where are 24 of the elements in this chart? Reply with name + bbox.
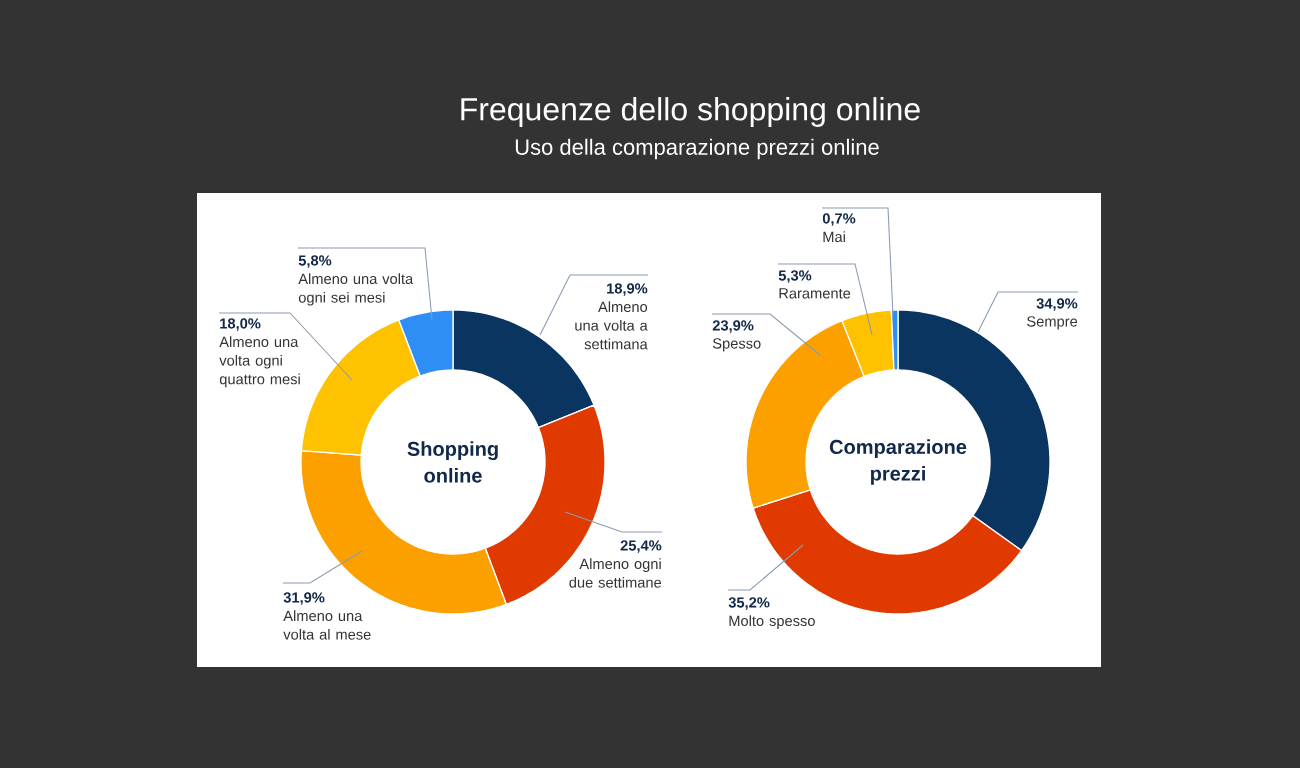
data-label: 18,9% (607, 283, 648, 296)
text: Shopping online (407, 441, 498, 483)
chart-title: Frequenze dello shopping online (461, 97, 920, 127)
data-label: 5,8% (298, 255, 332, 268)
slice-label: Almeno una volta a settimana (575, 301, 648, 350)
data-label: 31,9% (283, 592, 325, 605)
data-label: 23,9% (712, 320, 754, 333)
slice-label: Almeno una volta ogni sei mesi (298, 273, 414, 306)
slice-label: Almeno una volta ogni quattro mesi (219, 336, 300, 388)
slice-label: Mai (823, 231, 845, 243)
data-label: 0,7% (822, 213, 856, 226)
data-label: 34,9% (1036, 298, 1078, 311)
data-label: 25,4% (620, 540, 662, 553)
slice-label: Molto spesso (729, 615, 815, 629)
data-label: 18,0% (220, 318, 261, 331)
data-label: 35,2% (728, 597, 770, 610)
slice-label: Sempre (1027, 316, 1078, 330)
slice-label: Raramente (779, 288, 851, 299)
slice-label: Almeno una volta al mese (283, 610, 371, 640)
chart-title: Uso della comparazione prezzi online (515, 138, 879, 160)
slice-label: Spesso (712, 338, 761, 352)
text: Comparazione prezzi (829, 439, 967, 485)
data-label: 5,3% (778, 270, 812, 283)
slice-label: Almeno ogni due settimane (569, 558, 662, 588)
